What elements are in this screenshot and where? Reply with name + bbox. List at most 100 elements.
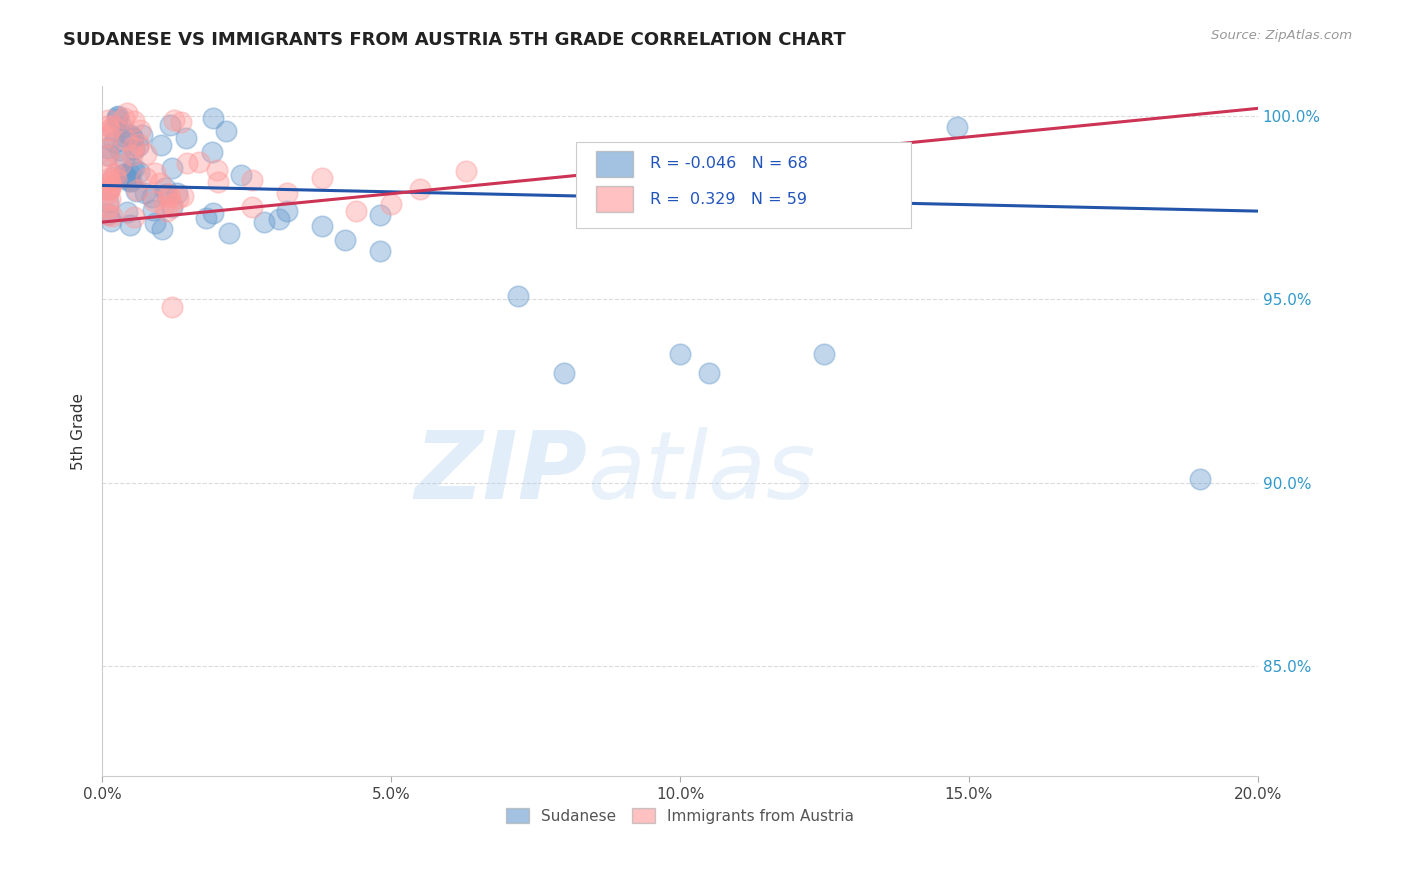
Point xyxy=(142,202,165,217)
Point xyxy=(149,176,172,190)
Point xyxy=(97,142,120,156)
Point xyxy=(97,186,120,200)
Point xyxy=(98,192,121,206)
Point xyxy=(176,156,198,170)
Point xyxy=(153,180,176,194)
Point xyxy=(115,205,138,219)
Point xyxy=(156,203,179,218)
Point xyxy=(202,112,225,126)
Point xyxy=(508,288,530,302)
Point xyxy=(456,163,478,178)
Point xyxy=(207,175,229,189)
Point xyxy=(135,171,157,186)
Point xyxy=(122,211,145,225)
Point xyxy=(149,138,172,153)
Point xyxy=(176,131,198,145)
Point xyxy=(172,189,194,203)
Y-axis label: 5th Grade: 5th Grade xyxy=(72,392,86,470)
FancyBboxPatch shape xyxy=(596,151,633,177)
Point xyxy=(122,131,145,145)
Point xyxy=(112,153,135,167)
Point xyxy=(155,187,177,202)
Point xyxy=(129,123,152,137)
Point xyxy=(97,141,120,155)
Point xyxy=(946,120,969,134)
Point xyxy=(229,168,252,182)
Point xyxy=(98,123,121,137)
Point xyxy=(188,154,211,169)
Point xyxy=(333,234,356,248)
Text: R =  0.329   N = 59: R = 0.329 N = 59 xyxy=(650,192,807,207)
Point xyxy=(100,214,122,228)
Point xyxy=(346,204,368,219)
Point xyxy=(97,182,120,196)
Text: Source: ZipAtlas.com: Source: ZipAtlas.com xyxy=(1212,29,1353,42)
Point xyxy=(242,201,264,215)
Point xyxy=(170,114,193,128)
Point xyxy=(117,172,139,186)
Point xyxy=(215,123,238,137)
Point xyxy=(207,162,229,177)
Text: ZIP: ZIP xyxy=(415,426,588,518)
Point xyxy=(112,167,135,181)
Point xyxy=(112,169,135,183)
Point xyxy=(160,201,183,215)
Point xyxy=(124,161,146,175)
Point xyxy=(157,186,180,201)
Point xyxy=(112,112,135,126)
Point xyxy=(128,137,150,152)
Point xyxy=(368,208,391,222)
Point xyxy=(121,161,143,175)
Point xyxy=(97,208,120,222)
Point xyxy=(276,186,298,200)
Point xyxy=(101,169,124,184)
Point xyxy=(98,174,121,188)
Point xyxy=(97,207,120,221)
Point xyxy=(253,215,276,229)
Point xyxy=(166,191,188,205)
Point xyxy=(311,219,333,233)
Point xyxy=(201,145,224,160)
Point xyxy=(218,226,240,240)
Point xyxy=(120,218,142,232)
Point xyxy=(108,143,131,157)
Point xyxy=(122,142,145,156)
Point xyxy=(97,182,120,196)
Point xyxy=(135,146,157,161)
Point xyxy=(120,128,142,143)
Point xyxy=(276,204,298,219)
Point xyxy=(143,216,166,230)
Point xyxy=(813,347,835,361)
Point xyxy=(267,211,290,226)
Point xyxy=(141,190,163,204)
Point xyxy=(103,136,125,150)
Point xyxy=(162,112,184,127)
Point xyxy=(100,178,122,192)
Point xyxy=(107,109,129,123)
Point xyxy=(160,197,183,211)
Point xyxy=(97,148,120,162)
Point xyxy=(120,174,142,188)
Point xyxy=(150,222,173,236)
Point xyxy=(97,148,120,162)
Point xyxy=(117,127,139,141)
Point xyxy=(97,163,120,178)
Point xyxy=(111,120,134,134)
Point xyxy=(125,183,148,197)
Point xyxy=(240,173,263,187)
Text: R = -0.046   N = 68: R = -0.046 N = 68 xyxy=(650,156,808,171)
Point xyxy=(112,128,135,143)
Point xyxy=(105,112,128,127)
Point xyxy=(128,165,150,179)
Text: SUDANESE VS IMMIGRANTS FROM AUSTRIA 5TH GRADE CORRELATION CHART: SUDANESE VS IMMIGRANTS FROM AUSTRIA 5TH … xyxy=(63,31,846,49)
Point xyxy=(160,300,183,314)
Point xyxy=(134,186,156,201)
Point xyxy=(157,189,180,203)
Point xyxy=(669,347,692,361)
Point xyxy=(97,194,120,209)
Point xyxy=(1189,472,1212,486)
Point xyxy=(97,113,120,128)
Point xyxy=(97,170,120,185)
Point xyxy=(97,200,120,214)
Point xyxy=(202,206,225,220)
